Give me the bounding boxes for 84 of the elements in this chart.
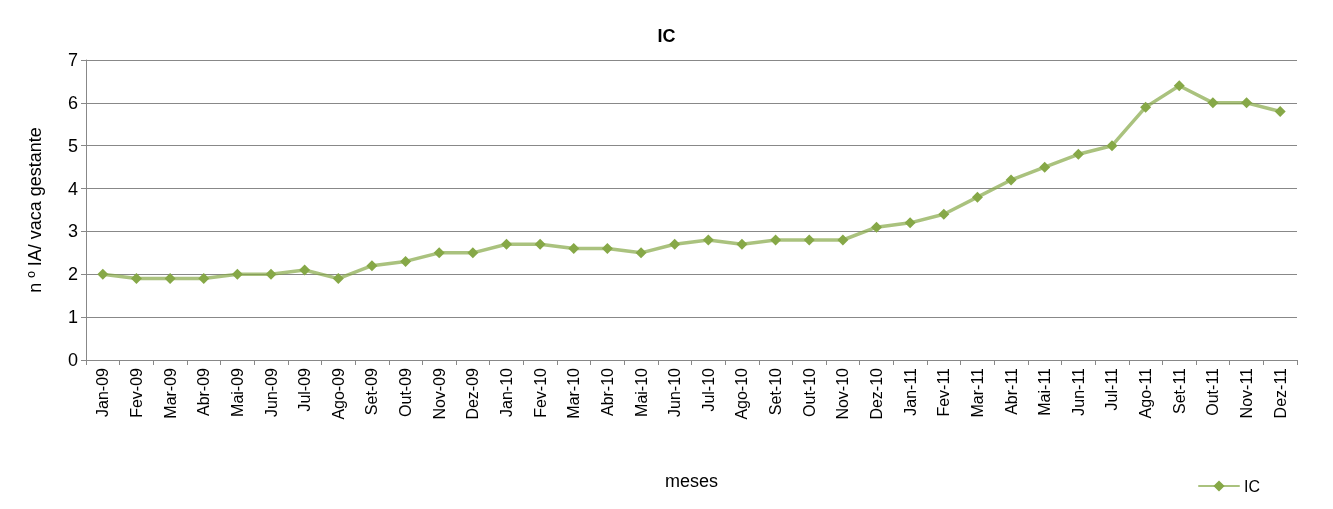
point <box>198 273 210 285</box>
x-tick-label: Jul-10 <box>699 367 717 412</box>
y-tick-label: 5 <box>67 135 78 156</box>
point <box>1173 80 1185 92</box>
x-tick-label: Ago-11 <box>1137 367 1155 419</box>
chart-title: IC <box>657 26 676 46</box>
x-tick-label: Set-11 <box>1170 367 1188 414</box>
x-tick-label: Mai-11 <box>1036 367 1054 416</box>
x-tick-label: Ago-09 <box>329 367 347 420</box>
x-axis-title: meses <box>664 471 719 491</box>
point <box>871 221 883 233</box>
y-tick-label: 1 <box>67 307 78 328</box>
y-tick-label: 2 <box>67 264 78 285</box>
y-tick-label: 7 <box>67 50 78 70</box>
point <box>702 234 714 246</box>
x-tick-label: Abr-11 <box>1002 367 1020 415</box>
x-tick-label: Jan-10 <box>497 367 515 417</box>
y-tick-label: 3 <box>67 221 78 242</box>
x-tick-label: Nov-10 <box>834 367 852 420</box>
point <box>803 234 815 246</box>
x-tick-label: Jun-09 <box>262 367 280 417</box>
point <box>971 191 983 203</box>
point <box>97 268 109 280</box>
y-tick-label: 0 <box>67 350 78 370</box>
point <box>299 264 311 276</box>
x-tick-label: Mar-09 <box>161 367 179 419</box>
x-tick-label: Nov-09 <box>430 367 448 420</box>
point <box>534 238 546 250</box>
x-tick-label: Fev-11 <box>935 367 953 417</box>
point <box>400 255 412 267</box>
point <box>164 273 176 285</box>
point <box>736 238 748 250</box>
point <box>130 273 142 285</box>
x-tick-label: Set-10 <box>767 367 785 416</box>
x-tick-label: Mar-10 <box>565 367 583 419</box>
x-tick-label: Jul-09 <box>296 367 314 412</box>
point <box>1005 174 1017 186</box>
point <box>1241 97 1253 109</box>
x-tick-label: Jun-11 <box>1069 367 1087 416</box>
x-tick-label: Out-11 <box>1204 367 1222 416</box>
x-tick-label: Mai-10 <box>632 367 650 417</box>
x-tick-label: Out-09 <box>397 367 415 417</box>
y-tick-label: 4 <box>67 178 78 199</box>
point <box>837 234 849 246</box>
point <box>433 247 445 259</box>
point <box>500 238 512 250</box>
point <box>1072 148 1084 160</box>
point <box>1140 101 1152 113</box>
x-tick-label: Dez-11 <box>1271 367 1289 419</box>
x-tick-label: Fev-09 <box>127 367 145 418</box>
point <box>601 243 613 255</box>
point <box>1274 105 1286 117</box>
point <box>231 268 243 280</box>
x-tick-label: Jan-11 <box>901 367 919 416</box>
point <box>938 208 950 220</box>
point <box>332 273 344 285</box>
point <box>635 247 647 259</box>
y-tick-label: 6 <box>67 92 78 113</box>
x-tick-label: Ago-10 <box>733 367 751 420</box>
x-tick-label: Nov-11 <box>1238 367 1256 419</box>
x-tick-label: Dez-09 <box>464 367 482 420</box>
x-tick-label: Dez-10 <box>868 367 886 420</box>
point <box>467 247 479 259</box>
point <box>1207 97 1219 109</box>
x-tick-label: Out-10 <box>800 367 818 417</box>
point <box>1039 161 1051 173</box>
legend-label: IC <box>1244 477 1260 495</box>
x-tick-label: Mar-11 <box>968 367 986 418</box>
point <box>770 234 782 246</box>
x-tick-label: Jan-09 <box>94 367 112 417</box>
x-tick-label: Mai-09 <box>228 367 246 417</box>
point <box>366 260 378 272</box>
x-tick-label: Jun-10 <box>666 367 684 417</box>
point <box>669 238 681 250</box>
x-tick-label: Abr-09 <box>195 367 213 417</box>
x-tick-label: Abr-10 <box>598 367 616 417</box>
x-tick-label: Fev-10 <box>531 367 549 418</box>
x-tick-label: Set-09 <box>363 367 381 416</box>
y-axis-title: n º IA/ vaca gestante <box>25 127 45 293</box>
point <box>265 268 277 280</box>
point <box>568 243 580 255</box>
point <box>904 217 916 229</box>
point <box>1106 140 1118 152</box>
x-tick-label: Jul-11 <box>1103 367 1121 411</box>
